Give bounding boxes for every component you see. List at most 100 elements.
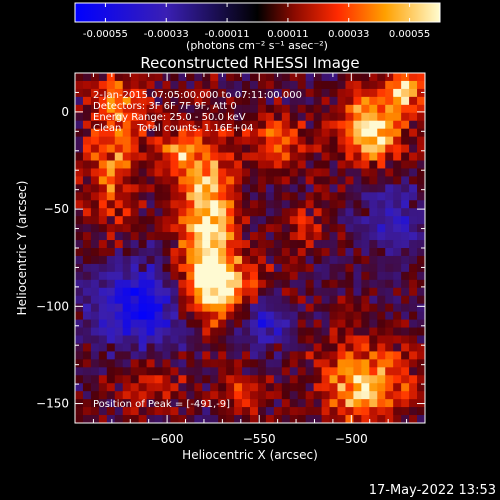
heatmap-cell (186, 152, 195, 161)
heatmap-cell (353, 80, 362, 90)
heatmap-cell (194, 128, 203, 138)
heatmap-cell (369, 80, 378, 90)
heatmap-cell (178, 399, 187, 408)
heatmap-cell (154, 375, 163, 384)
heatmap-cell (345, 192, 354, 201)
heatmap-cell (401, 295, 410, 305)
heatmap-cell (345, 375, 354, 384)
heatmap-cell (90, 271, 100, 281)
heatmap-cell (138, 80, 147, 90)
heatmap-cell (162, 295, 171, 305)
heatmap-cell (122, 303, 132, 313)
heatmap-cell (218, 335, 227, 344)
heatmap-cell (234, 287, 243, 297)
heatmap-cell (385, 399, 394, 408)
heatmap-cell (138, 136, 147, 145)
heatmap-cell (162, 319, 171, 328)
heatmap-cell (257, 359, 267, 368)
heatmap-cell (146, 96, 155, 106)
heatmap-cell (401, 160, 410, 169)
heatmap-cell (162, 176, 171, 185)
heatmap-cell (90, 224, 100, 233)
heatmap-cell (377, 96, 386, 106)
heatmap-cell (202, 120, 211, 130)
heatmap-cell (257, 335, 267, 344)
heatmap-cell (385, 351, 394, 360)
heatmap-cell (337, 224, 346, 233)
heatmap-cell (242, 88, 251, 98)
heatmap-cell (377, 208, 386, 217)
heatmap-cell (377, 383, 386, 392)
heatmap-cell (401, 399, 410, 408)
heatmap-cell (218, 375, 227, 384)
heatmap-cell (250, 391, 259, 400)
heatmap-cell (345, 128, 354, 138)
heatmap-cell (297, 73, 307, 82)
heatmap-cell (385, 287, 394, 297)
heatmap-cell (98, 271, 108, 281)
heatmap-cell (82, 96, 92, 106)
heatmap-cell (329, 319, 338, 328)
heatmap-cell (106, 295, 116, 305)
heatmap-cell (178, 383, 187, 392)
heatmap-cell (265, 375, 275, 384)
heatmap-cell (369, 192, 378, 201)
heatmap-cell (178, 136, 187, 145)
heatmap-cell (202, 184, 211, 193)
heatmap-cell (313, 176, 322, 185)
heatmap-cell (170, 120, 179, 130)
heatmap-cell (82, 232, 92, 241)
heatmap-cell (130, 303, 140, 313)
heatmap-cell (313, 136, 322, 145)
heatmap-cell (417, 263, 425, 273)
heatmap-cell (186, 263, 195, 273)
heatmap-cell (82, 152, 92, 161)
heatmap-cell (82, 160, 92, 169)
heatmap-cell (162, 351, 171, 360)
heatmap-cell (250, 343, 259, 352)
heatmap-cell (234, 152, 243, 161)
heatmap-cell (353, 343, 362, 352)
heatmap-cell (154, 184, 163, 193)
heatmap-cell (265, 367, 275, 376)
heatmap-cell (305, 104, 315, 114)
heatmap-cell (210, 248, 219, 257)
heatmap-cell (297, 112, 307, 122)
heatmap-cell (178, 287, 187, 297)
heatmap-cell (194, 263, 203, 273)
heatmap-cell (122, 255, 132, 265)
heatmap-cell (401, 383, 410, 392)
heatmap-cell (170, 73, 179, 82)
heatmap-cell (114, 383, 124, 392)
heatmap-cell (82, 335, 92, 344)
heatmap-cell (265, 104, 275, 114)
heatmap-cell (234, 112, 243, 122)
heatmap-cell (146, 279, 155, 289)
heatmap-cell (106, 136, 116, 145)
heatmap-cell (90, 136, 100, 145)
heatmap-cell (305, 383, 315, 392)
heatmap-cell (337, 407, 346, 416)
heatmap-cell (281, 383, 291, 392)
heatmap-cell (186, 144, 195, 153)
heatmap-cell (130, 216, 140, 225)
heatmap-cell (257, 263, 267, 273)
heatmap-cell (170, 192, 179, 201)
heatmap-cell (170, 168, 179, 177)
heatmap-cell (409, 224, 418, 233)
heatmap-cell (265, 399, 275, 408)
heatmap-cell (186, 136, 195, 145)
heatmap-cell (242, 367, 251, 376)
heatmap-cell (194, 279, 203, 289)
heatmap-cell (321, 192, 330, 201)
heatmap-cell (146, 399, 155, 408)
heatmap-cell (345, 279, 354, 289)
colorbar-strip (74, 2, 441, 23)
heatmap-cell (289, 96, 299, 106)
heatmap-cell (170, 80, 179, 90)
heatmap-cell (281, 224, 291, 233)
heatmap-cell (385, 88, 394, 98)
heatmap-cell (329, 168, 338, 177)
heatmap-cell (82, 279, 92, 289)
heatmap-cell (385, 73, 394, 82)
